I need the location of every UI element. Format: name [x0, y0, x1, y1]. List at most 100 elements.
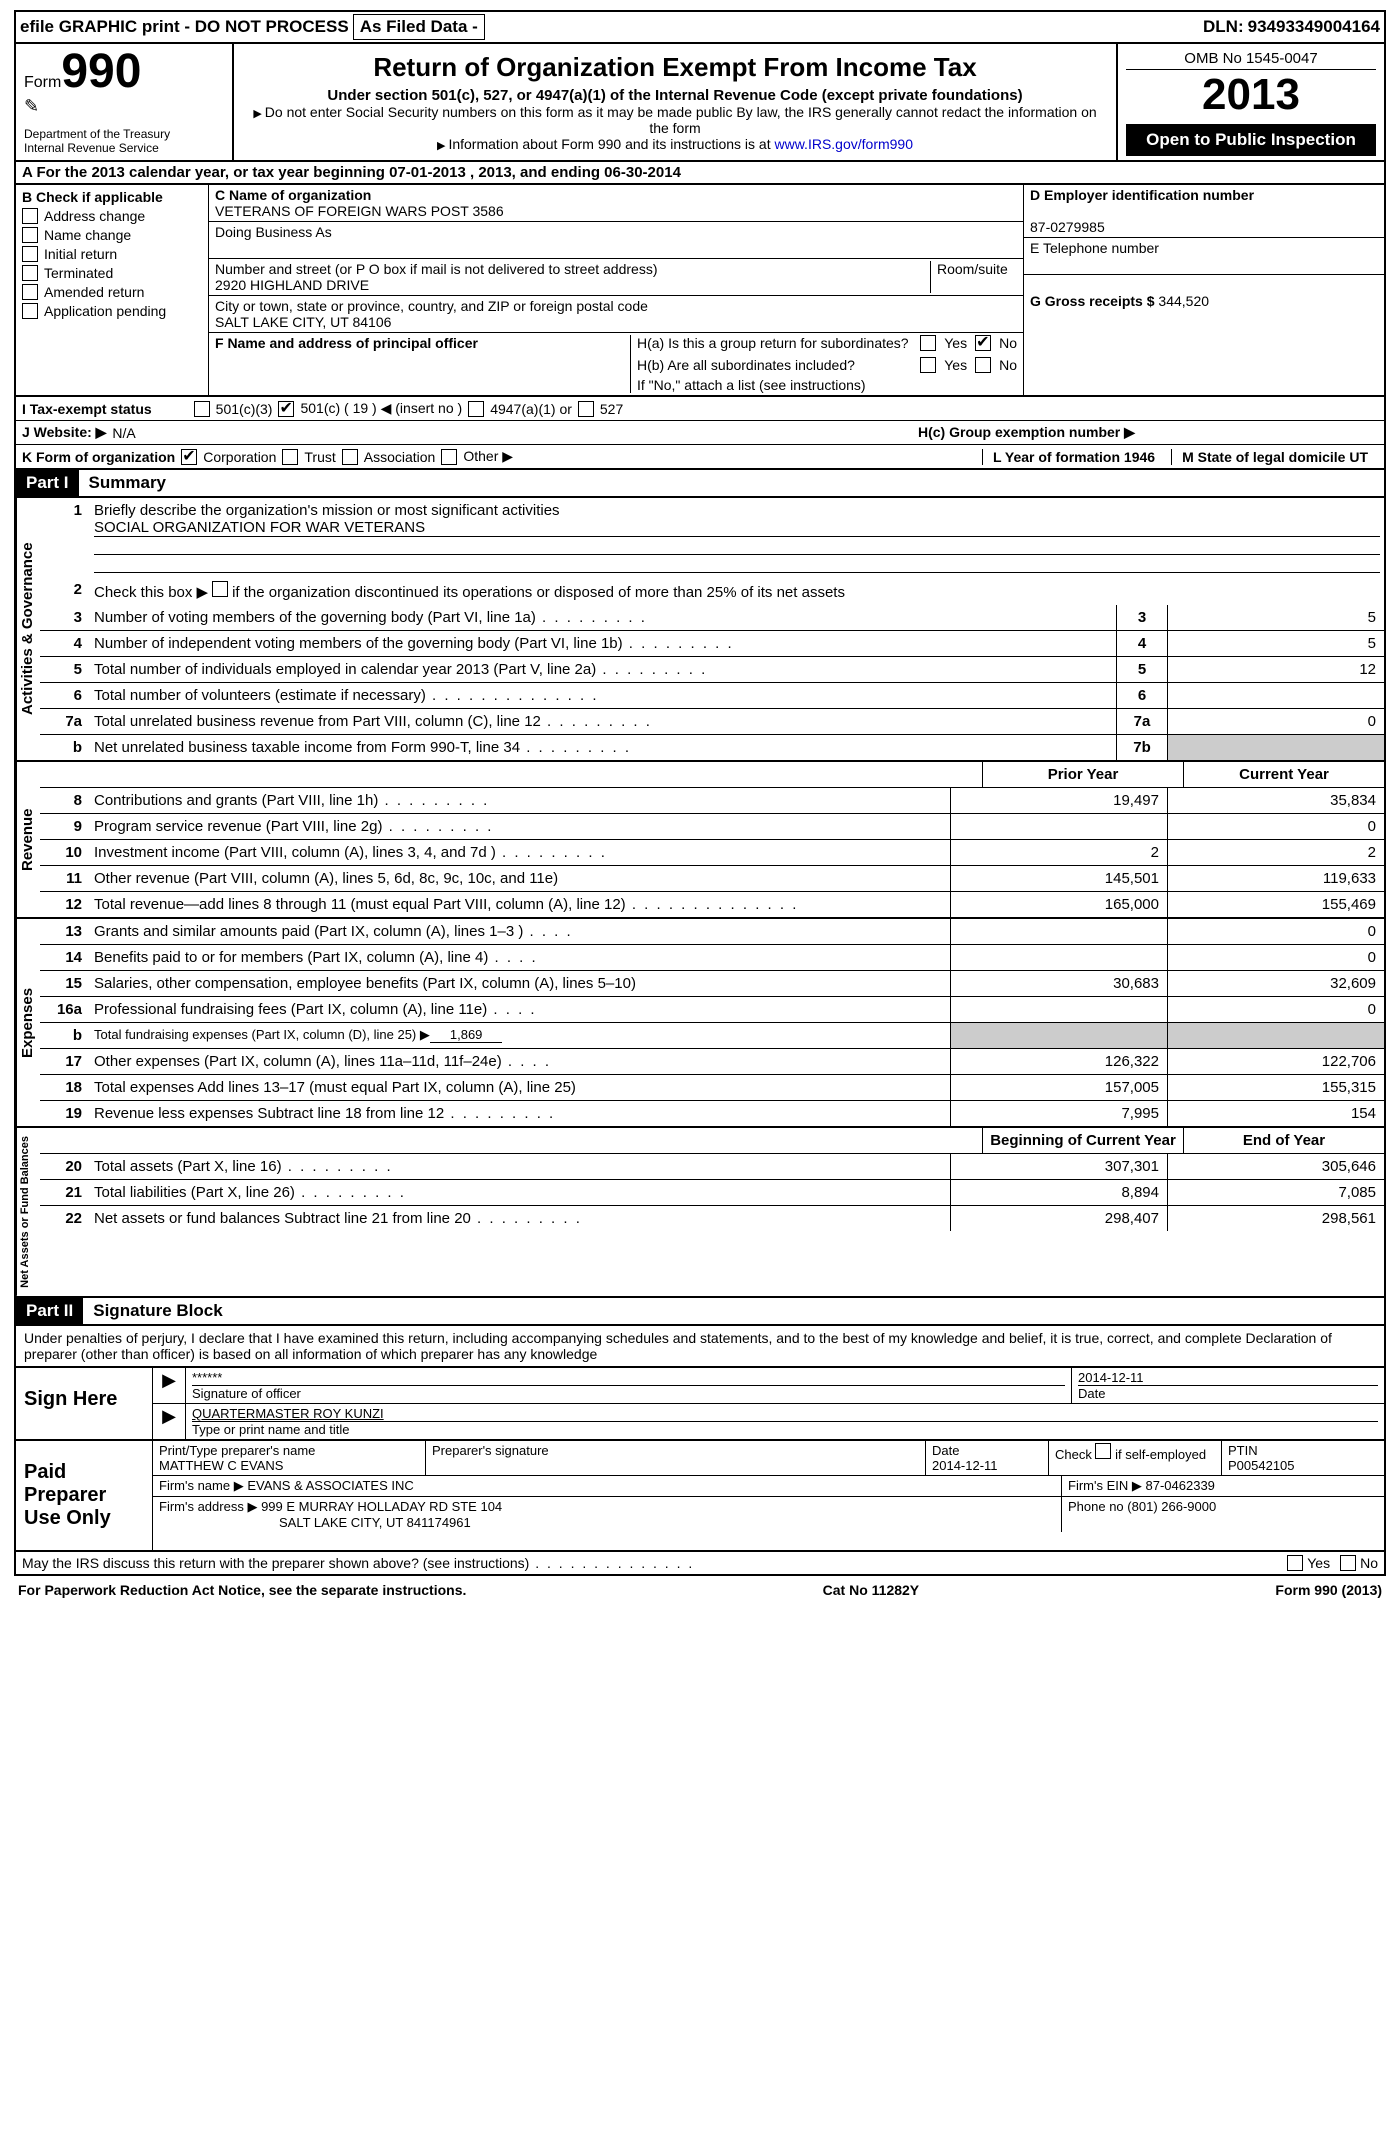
line3-val: 5: [1167, 605, 1384, 630]
h-c-label: H(c) Group exemption number ▶: [918, 424, 1378, 441]
chk-application-pending[interactable]: [22, 303, 38, 319]
chk-discuss-yes[interactable]: [1287, 1555, 1303, 1571]
chk-501c[interactable]: [278, 401, 294, 417]
chk-terminated[interactable]: [22, 265, 38, 281]
tel-label: E Telephone number: [1030, 240, 1378, 256]
expenses-label: Expenses: [16, 919, 40, 1126]
line21-label: Total liabilities (Part X, line 26): [90, 1180, 950, 1205]
section-a-tax-year: A For the 2013 calendar year, or tax yea…: [14, 162, 1386, 185]
sign-here-block: Sign Here ▶ ****** Signature of officer …: [14, 1368, 1386, 1441]
line19-label: Revenue less expenses Subtract line 18 f…: [90, 1101, 950, 1126]
chk-self-employed[interactable]: [1095, 1443, 1111, 1459]
section-b-title: B Check if applicable: [22, 189, 202, 205]
expenses-section: Expenses 13Grants and similar amounts pa…: [14, 919, 1386, 1128]
line9-prior: [950, 814, 1167, 839]
line17-curr: 122,706: [1167, 1049, 1384, 1074]
part-1-title: Summary: [79, 470, 1384, 496]
open-inspection: Open to Public Inspection: [1126, 124, 1376, 156]
begin-year-hdr: Beginning of Current Year: [982, 1128, 1183, 1153]
line19-prior: 7,995: [950, 1101, 1167, 1126]
city-state-zip: SALT LAKE CITY, UT 84106: [215, 314, 1017, 330]
form-footer: Form 990 (2013): [1275, 1582, 1382, 1598]
header-note1: Do not enter Social Security numbers on …: [265, 104, 1097, 136]
line8-curr: 35,834: [1167, 788, 1384, 813]
j-label: J Website: ▶: [22, 424, 106, 441]
chk-hb-yes[interactable]: [920, 357, 936, 373]
h-a-label: H(a) Is this a group return for subordin…: [637, 335, 912, 351]
line14-label: Benefits paid to or for members (Part IX…: [90, 945, 950, 970]
sig-date1: 2014-12-11: [1078, 1370, 1378, 1385]
revenue-section: Revenue Prior YearCurrent Year 8Contribu…: [14, 762, 1386, 919]
prior-year-hdr: Prior Year: [982, 762, 1183, 787]
ptin-value: P00542105: [1228, 1458, 1378, 1473]
chk-discontinued[interactable]: [212, 581, 228, 597]
h-b-label: H(b) Are all subordinates included?: [637, 357, 912, 373]
l-year-formation: L Year of formation 1946: [982, 449, 1165, 465]
firm-name-label: Firm's name ▶: [159, 1478, 244, 1493]
gross-value: 344,520: [1158, 293, 1209, 309]
chk-name-change[interactable]: [22, 227, 38, 243]
line14-curr: 0: [1167, 945, 1384, 970]
signature-declaration: Under penalties of perjury, I declare th…: [14, 1326, 1386, 1368]
chk-association[interactable]: [342, 449, 358, 465]
room-label: Room/suite: [937, 261, 1017, 277]
line18-curr: 155,315: [1167, 1075, 1384, 1100]
form-label: Form: [24, 74, 61, 91]
chk-hb-no[interactable]: [975, 357, 991, 373]
sig-officer-label: Signature of officer: [192, 1385, 1065, 1401]
rows-ijk: I Tax-exempt status 501(c)(3) 501(c) ( 1…: [14, 397, 1386, 470]
line15-label: Salaries, other compensation, employee b…: [90, 971, 950, 996]
chk-trust[interactable]: [282, 449, 298, 465]
activities-governance: Activities & Governance 1 Briefly descri…: [14, 498, 1386, 762]
line18-prior: 157,005: [950, 1075, 1167, 1100]
sig-date2: 2014-12-11: [932, 1458, 1042, 1473]
dln-value: 93493349004164: [1248, 17, 1380, 37]
ein-label: D Employer identification number: [1030, 187, 1378, 203]
chk-ha-no[interactable]: [975, 335, 991, 351]
irs-link[interactable]: www.IRS.gov/form990: [775, 136, 914, 152]
chk-initial-return[interactable]: [22, 246, 38, 262]
officer-signature: ******: [192, 1370, 1065, 1385]
may-irs-label: May the IRS discuss this return with the…: [22, 1555, 1287, 1571]
line20-label: Total assets (Part X, line 16): [90, 1154, 950, 1179]
firm-ein: 87-0462339: [1146, 1478, 1215, 1493]
line13-label: Grants and similar amounts paid (Part IX…: [90, 919, 950, 944]
part-2-header: Part II Signature Block: [14, 1298, 1386, 1326]
line22-curr: 298,561: [1167, 1206, 1384, 1231]
section-b-checkboxes: B Check if applicable Address change Nam…: [16, 185, 209, 395]
chk-ha-yes[interactable]: [920, 335, 936, 351]
chk-discuss-no[interactable]: [1340, 1555, 1356, 1571]
line15-prior: 30,683: [950, 971, 1167, 996]
m-state-domicile: M State of legal domicile UT: [1171, 449, 1378, 465]
date-label2: Date: [932, 1443, 1042, 1458]
line20-curr: 305,646: [1167, 1154, 1384, 1179]
ein-value: 87-0279985: [1030, 219, 1378, 235]
line4-label: Number of independent voting members of …: [90, 631, 1116, 656]
chk-527[interactable]: [578, 401, 594, 417]
firm-ein-label: Firm's EIN ▶: [1068, 1478, 1142, 1493]
line16a-curr: 0: [1167, 997, 1384, 1022]
chk-4947[interactable]: [468, 401, 484, 417]
line5-label: Total number of individuals employed in …: [90, 657, 1116, 682]
line16a-prior: [950, 997, 1167, 1022]
cat-no: Cat No 11282Y: [823, 1582, 920, 1598]
dln-label: DLN:: [1203, 17, 1244, 37]
gross-label: G Gross receipts $: [1030, 293, 1155, 309]
chk-amended-return[interactable]: [22, 284, 38, 300]
tax-year: 2013: [1126, 70, 1376, 120]
chk-501c3[interactable]: [194, 401, 210, 417]
chk-corporation[interactable]: [181, 449, 197, 465]
paid-preparer-label: Paid Preparer Use Only: [16, 1441, 153, 1550]
line19-curr: 154: [1167, 1101, 1384, 1126]
as-filed-box: As Filed Data -: [353, 14, 485, 40]
line16b-val: 1,869: [430, 1027, 503, 1043]
line1-label: Briefly describe the organization's miss…: [94, 502, 1380, 519]
line17-prior: 126,322: [950, 1049, 1167, 1074]
line17-label: Other expenses (Part IX, column (A), lin…: [90, 1049, 950, 1074]
line11-curr: 119,633: [1167, 866, 1384, 891]
prep-name-label: Print/Type preparer's name: [159, 1443, 419, 1458]
chk-other[interactable]: [441, 449, 457, 465]
chk-address-change[interactable]: [22, 208, 38, 224]
officer-label: F Name and address of principal officer: [215, 335, 630, 351]
h-note: If "No," attach a list (see instructions…: [637, 377, 1017, 393]
